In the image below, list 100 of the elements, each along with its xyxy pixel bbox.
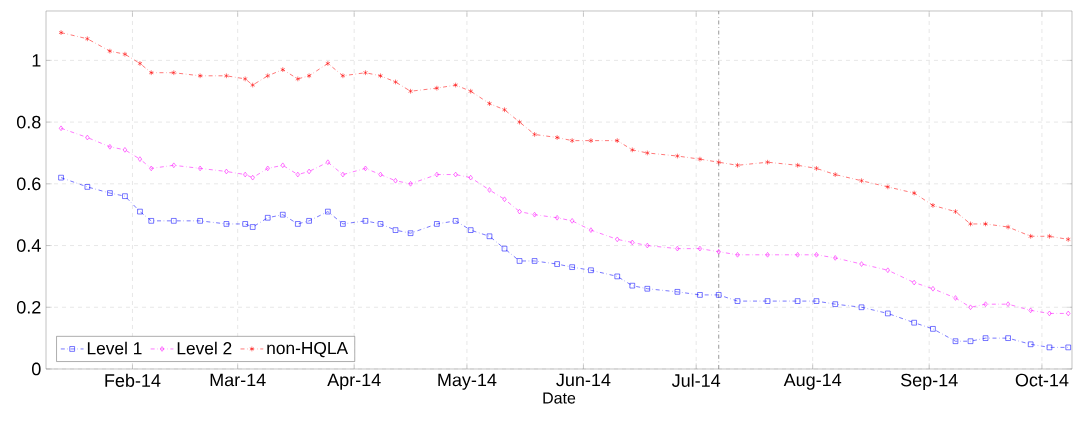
point [377,221,384,227]
point [243,171,248,178]
point [697,245,702,252]
point [58,174,64,181]
x-tick-label: Sep-14 [900,373,958,391]
point [295,221,301,227]
point [84,184,91,190]
point [794,298,801,304]
point [697,156,703,162]
x-tick-label: Apr-14 [327,373,381,390]
point [487,187,492,193]
point [716,249,721,255]
point [675,245,680,252]
point [795,162,800,168]
point [392,227,399,233]
point [588,267,594,273]
point [85,36,90,42]
x-tick-label: Mar-14 [210,373,266,387]
point [1046,344,1053,351]
point [953,208,958,215]
point [859,178,864,184]
point [569,137,575,144]
point [295,171,300,178]
x-tick-label: Jul-14 [671,373,721,387]
point [1066,310,1071,317]
point [148,218,154,224]
point [434,221,440,227]
point [569,264,575,270]
point [137,208,143,215]
point [629,282,635,289]
y-tick-label: 0 [32,362,41,376]
point [378,73,383,79]
point [434,171,439,178]
point [363,165,368,172]
point [265,73,271,79]
point [1006,301,1011,307]
point [517,208,522,215]
point [85,134,90,141]
point [171,162,176,168]
point [555,215,560,221]
point [306,73,312,79]
x-tick-label: Jun-14 [556,373,611,387]
point [58,29,64,36]
point [58,125,64,131]
point [532,212,537,218]
point [716,159,722,165]
point [859,261,864,267]
point [833,255,838,261]
point [362,218,369,224]
point [1047,310,1052,317]
point [280,212,286,218]
point [983,221,988,227]
point [968,304,973,310]
point [122,51,128,57]
point [911,190,917,196]
x-axis-title: Date [543,392,576,404]
point [325,159,330,165]
point [363,70,368,76]
point [1065,236,1071,243]
point [674,289,681,295]
point [885,184,891,190]
point [393,79,398,85]
point [250,224,256,230]
point [407,230,414,236]
point [280,162,285,168]
point [468,227,474,233]
point [250,82,256,88]
point [280,66,286,73]
point [930,326,936,332]
point [516,258,523,264]
point [122,147,128,153]
point [1005,335,1011,341]
point [434,85,440,91]
point [813,298,820,304]
point [911,320,917,326]
point [265,215,271,221]
point [1028,307,1033,314]
point [735,162,740,168]
point [885,267,890,273]
point [644,150,650,156]
point [734,298,741,304]
point [765,159,770,165]
point [795,252,800,258]
point [223,221,230,227]
y-tick-label: 0.6 [16,177,41,191]
point [858,304,865,310]
point [197,218,203,224]
legend-label: Level 1 [87,341,142,355]
point [630,239,635,246]
point [340,171,345,178]
point [764,298,771,304]
point [814,252,819,258]
point [171,70,177,76]
point [137,60,143,67]
legend-label: Level 2 [177,341,232,355]
point [983,301,988,307]
point [735,252,740,258]
point [588,137,594,144]
point [408,181,413,187]
point [930,202,936,209]
